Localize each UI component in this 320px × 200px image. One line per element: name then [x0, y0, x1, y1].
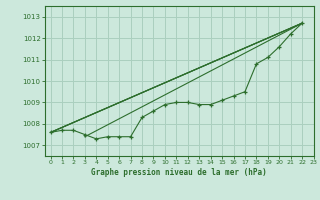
X-axis label: Graphe pression niveau de la mer (hPa): Graphe pression niveau de la mer (hPa)	[91, 168, 267, 177]
